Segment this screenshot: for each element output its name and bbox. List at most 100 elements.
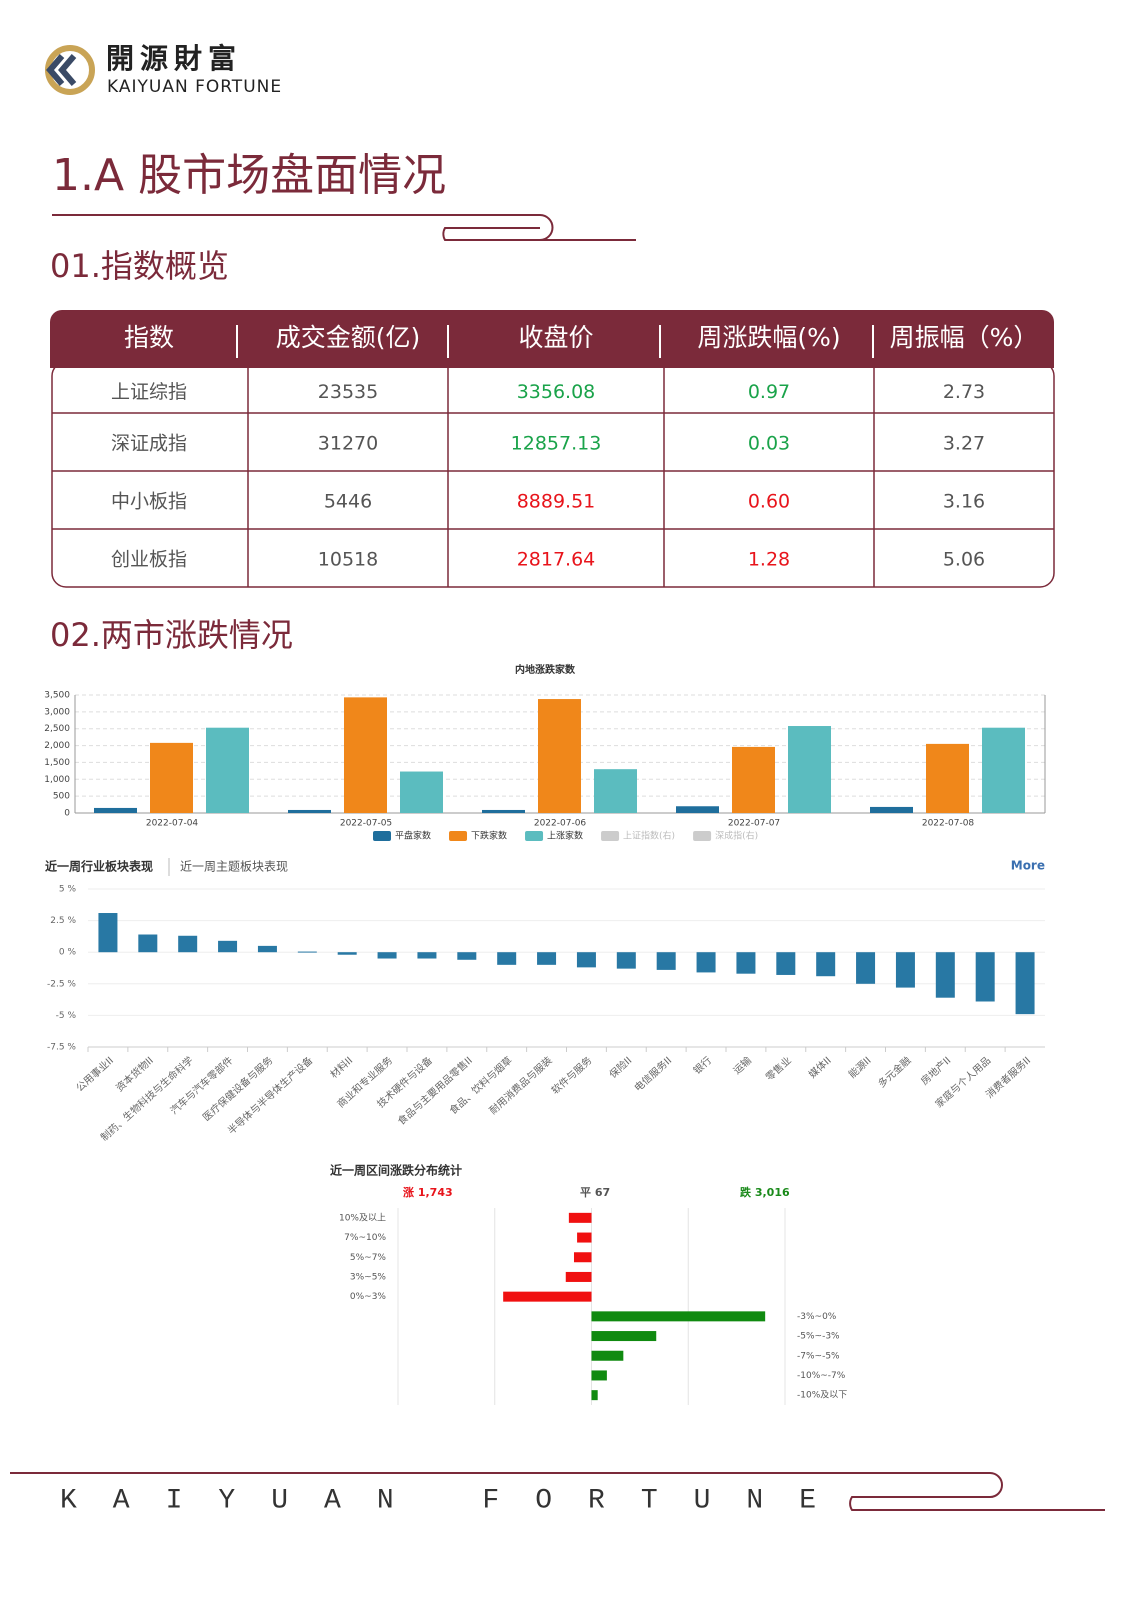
bar [297, 951, 317, 953]
legend-label: 平盘家数 [395, 830, 431, 842]
bar [138, 934, 158, 953]
legend-swatch [449, 831, 468, 841]
bar [288, 809, 331, 813]
bar [568, 1212, 592, 1223]
logo-en: KAIYUAN FORTUNE [107, 77, 282, 97]
x-tick-label: 耐用消费品与服装 [486, 1054, 554, 1117]
bar [178, 935, 198, 953]
bar [1015, 952, 1035, 1015]
bar [591, 1370, 607, 1381]
bar [400, 771, 443, 813]
table-cell: 10518 [318, 549, 378, 571]
x-tick-label: 零售业 [763, 1054, 794, 1084]
bar [577, 1232, 592, 1243]
bar [926, 743, 969, 813]
bar [696, 952, 716, 973]
table-cell: 中小板指 [111, 491, 187, 513]
bar [616, 952, 636, 969]
category-label: -10%及以下 [797, 1390, 847, 1401]
summary: 涨 1,743 [403, 1185, 453, 1199]
y-tick-label: 0 % [59, 948, 77, 958]
bar [565, 1271, 592, 1282]
x-tick-label: 银行 [691, 1054, 715, 1077]
bar [573, 1252, 592, 1263]
bar [457, 952, 477, 960]
category-label: -3%~0% [797, 1312, 837, 1322]
x-tick-label: 资本货物II [113, 1054, 156, 1094]
bar [257, 945, 277, 953]
category-label: 10%及以上 [339, 1212, 386, 1223]
category-label: 0%~3% [350, 1292, 387, 1302]
bar [591, 1350, 624, 1361]
category-label: -10%~-7% [797, 1371, 846, 1381]
y-tick-label: -7.5 % [47, 1043, 76, 1053]
category-label: 3%~5% [350, 1272, 387, 1282]
page-title: 1.A 股市场盘面情况 [52, 150, 446, 201]
bar [656, 952, 676, 970]
table-cell: 0.97 [748, 381, 790, 403]
x-tick-label: 2022-07-06 [534, 819, 587, 829]
table-header [50, 350, 1054, 368]
legend-label: 上证指数(右) [623, 830, 675, 842]
y-tick-label: -5 % [56, 1011, 77, 1021]
bar [503, 1291, 592, 1302]
footer-text: KAIYUAN FORTUNE [60, 1485, 852, 1516]
footer-line [10, 1472, 1105, 1511]
legend-swatch [373, 831, 391, 841]
bar [591, 1331, 657, 1342]
bar [344, 697, 387, 813]
bar [150, 742, 193, 813]
table-cell: 8889.51 [517, 491, 596, 513]
x-tick-label: 食品与主要用品零售II [395, 1054, 475, 1128]
title-underline [52, 214, 636, 241]
y-tick-label: 3,000 [44, 707, 70, 717]
bar [218, 940, 238, 953]
y-tick-label: 2,500 [44, 724, 70, 734]
category-label: -5%~-3% [797, 1332, 840, 1342]
logo-cn: 開源財富 [106, 42, 242, 75]
column-header: 收盘价 [518, 323, 593, 352]
table-cell: 3.27 [943, 433, 985, 455]
table-cell: 1.28 [748, 549, 790, 571]
bar [732, 746, 775, 813]
y-tick-label: 0 [64, 809, 70, 819]
x-tick-label: 多元金融 [875, 1054, 913, 1090]
bar [94, 807, 137, 813]
category-label: 7%~10% [344, 1233, 386, 1243]
bar [482, 809, 525, 813]
section-title: 01.指数概览 [50, 247, 229, 285]
category-label: -7%~-5% [797, 1351, 840, 1361]
x-tick-label: 2022-07-07 [728, 819, 780, 829]
y-tick-label: 5 % [59, 885, 77, 895]
y-tick-label: -2.5 % [47, 979, 76, 989]
bar [417, 952, 437, 959]
summary: 平 67 [580, 1186, 610, 1199]
more-link[interactable]: More [1011, 859, 1045, 873]
bar [788, 726, 831, 813]
bar [895, 952, 915, 988]
bar [576, 952, 596, 968]
bar [736, 952, 756, 974]
legend-swatch [525, 831, 544, 841]
x-tick-label: 房地产II [918, 1054, 953, 1088]
bar [935, 952, 955, 998]
table-cell: 5446 [324, 491, 372, 513]
bar [975, 952, 995, 1002]
bar [816, 952, 836, 977]
table-cell: 5.06 [943, 549, 985, 571]
legend-label: 下跌家数 [471, 830, 507, 842]
legend-swatch [693, 831, 712, 841]
x-tick-label: 2022-07-04 [146, 819, 199, 829]
bar [537, 952, 557, 965]
bar [98, 913, 118, 953]
table-cell: 2817.64 [517, 549, 596, 571]
y-tick-label: 1,000 [44, 775, 70, 785]
table-cell: 23535 [318, 381, 378, 403]
chart-title: 内地涨跌家数 [515, 663, 576, 676]
tab: 近一周行业板块表现 [45, 859, 153, 874]
column-header: 指数 [124, 323, 174, 352]
column-header: 成交金额(亿) [276, 323, 421, 352]
tab: 近一周主题板块表现 [180, 860, 288, 874]
bar [982, 727, 1025, 813]
